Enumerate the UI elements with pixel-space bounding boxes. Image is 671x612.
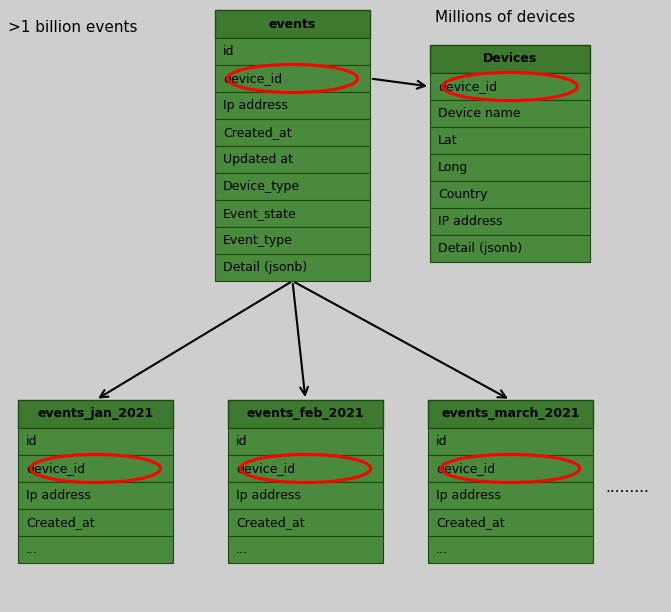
Text: id: id <box>236 435 248 448</box>
Bar <box>215 146 370 173</box>
Text: ...: ... <box>26 543 38 556</box>
Text: >1 billion events: >1 billion events <box>8 20 138 35</box>
Bar <box>228 482 383 509</box>
Bar <box>428 428 593 455</box>
Bar <box>228 400 383 428</box>
Text: Ip address: Ip address <box>436 489 501 502</box>
Text: device_id: device_id <box>223 72 282 85</box>
Text: Ip address: Ip address <box>26 489 91 502</box>
Bar <box>228 428 383 455</box>
Text: Millions of devices: Millions of devices <box>435 10 575 25</box>
Bar <box>428 455 593 482</box>
Text: events_march_2021: events_march_2021 <box>442 408 580 420</box>
Bar <box>430 154 590 181</box>
Bar <box>215 92 370 119</box>
Text: device_id: device_id <box>236 462 295 475</box>
Text: Created_at: Created_at <box>436 516 505 529</box>
Bar <box>215 227 370 254</box>
Bar <box>428 536 593 563</box>
Text: Event_type: Event_type <box>223 234 293 247</box>
Bar <box>215 254 370 281</box>
Text: ...: ... <box>236 543 248 556</box>
Bar <box>428 400 593 428</box>
Bar <box>18 536 173 563</box>
Bar <box>18 482 173 509</box>
Bar <box>228 509 383 536</box>
Text: id: id <box>223 45 234 58</box>
Bar <box>228 455 383 482</box>
Text: device_id: device_id <box>436 462 495 475</box>
Text: device_id: device_id <box>438 80 497 93</box>
Text: events_jan_2021: events_jan_2021 <box>38 408 154 420</box>
Text: events: events <box>269 18 316 31</box>
Bar <box>215 10 370 38</box>
Bar <box>430 208 590 235</box>
Bar <box>430 127 590 154</box>
Text: Ip address: Ip address <box>223 99 288 112</box>
Bar <box>430 100 590 127</box>
Text: Created_at: Created_at <box>26 516 95 529</box>
Text: Device_type: Device_type <box>223 180 300 193</box>
Bar <box>215 200 370 227</box>
Text: Devices: Devices <box>483 53 537 65</box>
Text: Lat: Lat <box>438 134 458 147</box>
Text: id: id <box>436 435 448 448</box>
Bar <box>430 73 590 100</box>
Text: Long: Long <box>438 161 468 174</box>
Text: .........: ......... <box>605 479 649 494</box>
Bar <box>228 536 383 563</box>
Text: Ip address: Ip address <box>236 489 301 502</box>
Bar <box>430 181 590 208</box>
Text: events_feb_2021: events_feb_2021 <box>247 408 364 420</box>
Bar <box>18 455 173 482</box>
Bar <box>18 428 173 455</box>
Bar <box>215 65 370 92</box>
Text: device_id: device_id <box>26 462 85 475</box>
Text: Created_at: Created_at <box>236 516 305 529</box>
Bar <box>430 235 590 262</box>
Text: Detail (jsonb): Detail (jsonb) <box>438 242 522 255</box>
Bar <box>215 38 370 65</box>
Bar <box>18 400 173 428</box>
Bar <box>215 173 370 200</box>
Text: Detail (jsonb): Detail (jsonb) <box>223 261 307 274</box>
Bar <box>428 509 593 536</box>
Text: Country: Country <box>438 188 488 201</box>
Text: Event_state: Event_state <box>223 207 297 220</box>
Text: id: id <box>26 435 38 448</box>
Bar <box>430 45 590 73</box>
Bar <box>428 482 593 509</box>
Text: ...: ... <box>436 543 448 556</box>
Text: IP address: IP address <box>438 215 503 228</box>
Text: Device name: Device name <box>438 107 521 120</box>
Bar <box>215 119 370 146</box>
Bar <box>18 509 173 536</box>
Text: Updated at: Updated at <box>223 153 293 166</box>
Text: Created_at: Created_at <box>223 126 292 139</box>
